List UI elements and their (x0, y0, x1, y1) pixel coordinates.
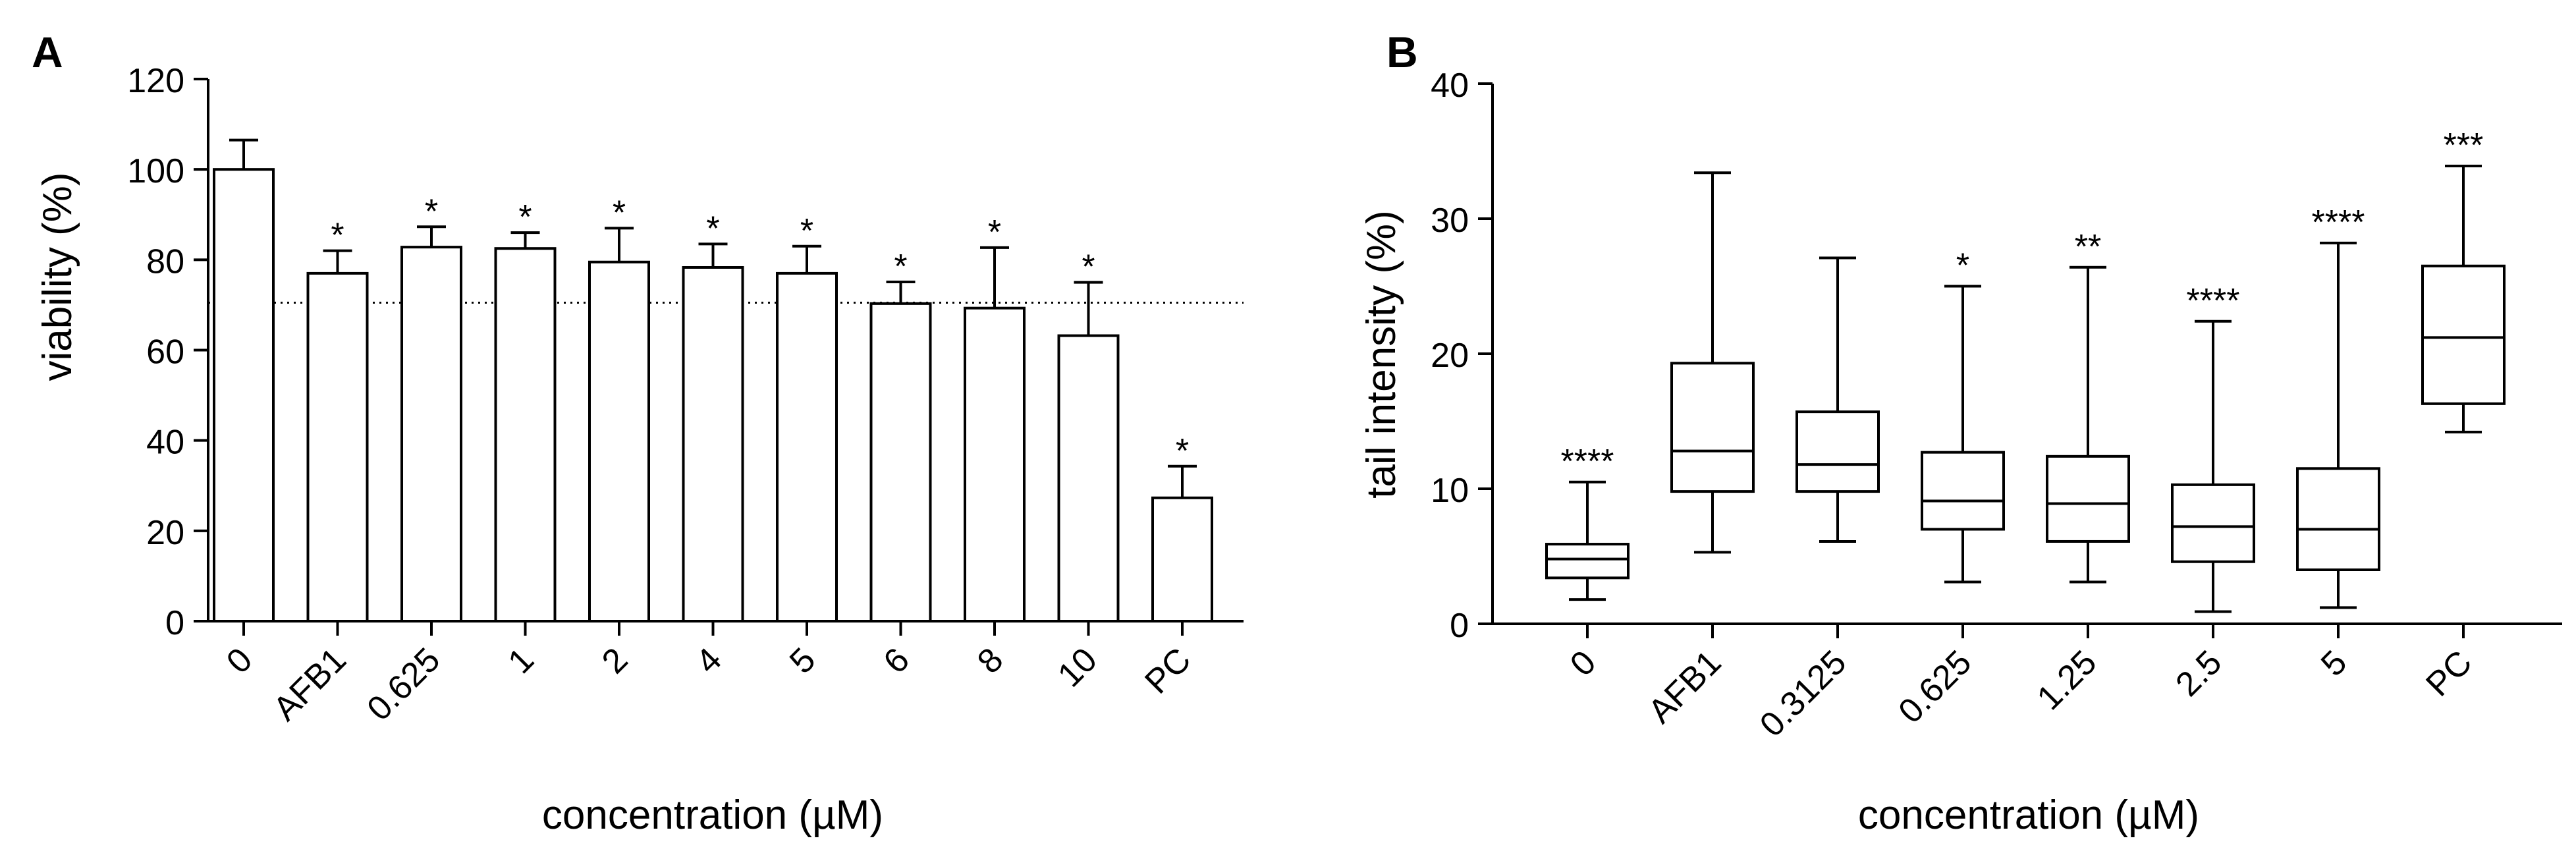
panel-b-box (1921, 451, 2005, 531)
panel-a-x-tick-label: 1 (501, 640, 541, 680)
panel-a-y-axis: 0 20 40 60 80 100 120 (127, 62, 209, 642)
panel-a-y-tick-label: 0 (165, 604, 184, 642)
panel-a-bar (869, 302, 932, 622)
panel-b-x-axis-title: concentration (µM) (1858, 792, 2199, 838)
panel-a-significance-marker: * (894, 248, 907, 286)
panel-a-bar (306, 271, 369, 622)
panel-a-significance-marker: * (706, 209, 719, 248)
panel-a-significance-marker: * (1082, 248, 1095, 287)
panel-a-x-tick-label: 8 (970, 640, 1010, 680)
panel-b-box-group (1545, 480, 1630, 601)
panel-b-x-tick-labels: 0 AFB1 0.3125 0.625 1.25 2.5 5 PC (1563, 643, 2479, 744)
panel-b-x-tick-label: AFB1 (1641, 643, 1729, 731)
panel-a-significance-marker: * (1176, 432, 1189, 470)
panel-a-significance-marker: * (425, 192, 438, 231)
panel-a-x-tick-label: 10 (1051, 640, 1105, 694)
panel-a-bars (213, 168, 1213, 623)
panel-a-y-tick-label: 80 (146, 242, 184, 281)
panel-a-x-tick-label: AFB1 (266, 640, 354, 728)
panel-b-significance-marker: **** (2187, 282, 2240, 320)
panel-a-x-axis (208, 620, 1244, 636)
panel-a-bar (1057, 334, 1120, 622)
panel-a-error-bars (229, 138, 1197, 498)
panel-a-significance-marker: * (988, 213, 1001, 252)
panel-b-box (2421, 264, 2506, 405)
panel-a-x-tick-label: 0 (219, 640, 260, 680)
panel-a-significance-markers: * * * * * * * * * * (331, 192, 1189, 470)
panel-a-bar (588, 260, 650, 622)
panel-b-y-tick-label: 40 (1431, 67, 1469, 105)
panel-b-y-tick-label: 0 (1450, 607, 1469, 645)
panel-b-y-tick-label: 10 (1431, 472, 1469, 510)
panel-b-significance-marker: ** (2075, 228, 2101, 266)
panel-b-x-tick-label: 5 (2314, 643, 2354, 683)
panel-b-x-tick-label: 2.5 (2168, 643, 2229, 704)
panel-a-label: A (32, 28, 63, 76)
panel-a-x-tick-label: 6 (877, 640, 917, 680)
panel-a-significance-marker: * (800, 212, 813, 250)
panel-b-significance-marker: **** (2312, 204, 2365, 242)
panel-b-y-tick-label: 20 (1431, 337, 1469, 375)
panel-b-y-axis-title: tail intensity (%) (1359, 210, 1404, 499)
panel-a-significance-marker: * (331, 217, 344, 255)
panel-a-x-tick-label: PC (1137, 640, 1198, 701)
panel-a-x-axis-title: concentration (µM) (542, 792, 883, 838)
panel-a-x-tick-label: 4 (689, 640, 729, 680)
panel-a-significance-marker: * (518, 198, 532, 236)
panel-b-box-group (2171, 319, 2255, 613)
panel-a-bar (964, 306, 1026, 622)
panel-b-significance-marker: *** (2444, 126, 2484, 165)
panel-b-box-group (2296, 241, 2380, 609)
panel-b-box (2296, 467, 2380, 571)
panel-b-box-group (1795, 256, 1880, 543)
panel-a-y-tick-label: 20 (146, 514, 184, 552)
panel-b-x-tick-label: 1.25 (2030, 643, 2104, 717)
panel-b-significance-marker: * (1956, 247, 1969, 285)
panel-a-bar (1151, 496, 1213, 623)
panel-b-box (1670, 362, 1755, 493)
panel-b-box (2171, 483, 2255, 563)
panel-b-box (1795, 410, 1880, 493)
panel-b-x-axis (1493, 622, 2562, 638)
panel-b-y-axis: 0 10 20 30 40 (1431, 67, 1494, 645)
panel-a-bar (400, 246, 462, 622)
panel-b-boxes (1545, 165, 2506, 613)
panel-b-box-group (2046, 265, 2130, 584)
panel-a-y-axis-title: viability (%) (35, 173, 80, 381)
panel-a-bar (682, 265, 744, 622)
panel-a-x-tick-label: 2 (595, 640, 635, 680)
panel-b-box (1545, 543, 1630, 580)
panel-b-box-group (2421, 165, 2506, 433)
panel-a-bar (776, 271, 838, 622)
panel-a-y-tick-label: 40 (146, 424, 184, 462)
panel-b-significance-marker: **** (1561, 443, 1614, 481)
panel-a-y-tick-label: 100 (127, 152, 184, 190)
panel-b-y-tick-label: 30 (1431, 202, 1469, 240)
panel-b-box (2046, 455, 2130, 543)
panel-b-significance-markers: ***** ************* (1561, 126, 2484, 481)
panel-a-bar (213, 168, 275, 622)
panel-b-box-group (1921, 285, 2005, 584)
panel-a-x-tick-label: 0.625 (360, 640, 447, 728)
panel-a-y-tick-label: 120 (127, 62, 184, 100)
panel-b-box-group (1670, 171, 1755, 554)
panel-a-significance-marker: * (613, 194, 626, 232)
panel-b-x-tick-label: 0 (1563, 643, 1603, 683)
panel-a-bar (494, 247, 557, 622)
panel-b-x-tick-label: 0.625 (1891, 643, 1979, 731)
panel-a-x-tick-labels: 0 AFB1 0.625 1 2 4 5 6 8 10 PC (219, 640, 1198, 728)
panel-a-x-tick-label: 5 (782, 640, 823, 680)
panel-a-y-tick-label: 60 (146, 333, 184, 372)
panel-b-x-tick-label: 0.3125 (1753, 643, 1853, 744)
panel-b-x-tick-label: PC (2419, 643, 2479, 704)
panel-b-label: B (1386, 28, 1418, 76)
